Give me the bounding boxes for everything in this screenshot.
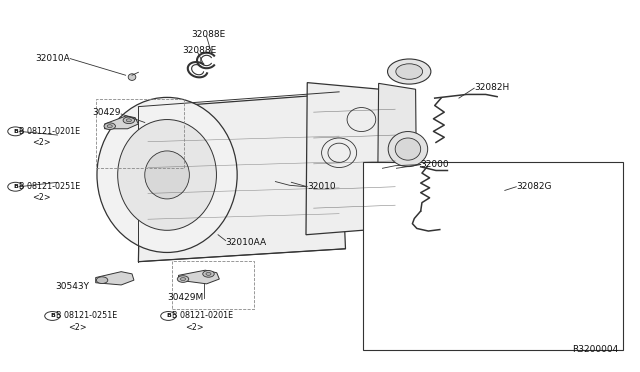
Text: <2>: <2>: [32, 138, 51, 147]
Ellipse shape: [128, 74, 136, 80]
Text: 32000: 32000: [420, 160, 449, 169]
Circle shape: [97, 277, 108, 283]
Bar: [364, 162, 623, 350]
Text: 30543Y: 30543Y: [55, 282, 90, 291]
Ellipse shape: [118, 119, 216, 230]
Circle shape: [203, 270, 214, 277]
Ellipse shape: [388, 59, 431, 84]
Text: 32082H: 32082H: [474, 83, 509, 92]
Circle shape: [104, 123, 115, 129]
Text: R3200004: R3200004: [572, 345, 618, 354]
Text: <2>: <2>: [185, 323, 204, 331]
Text: 32088E: 32088E: [191, 30, 226, 39]
Circle shape: [45, 311, 60, 320]
Circle shape: [126, 119, 131, 122]
Circle shape: [123, 117, 134, 124]
Text: B 08121-0251E: B 08121-0251E: [56, 311, 117, 320]
Text: <2>: <2>: [68, 323, 87, 331]
Polygon shape: [306, 83, 399, 235]
Circle shape: [107, 125, 112, 128]
Circle shape: [206, 272, 211, 275]
Polygon shape: [96, 272, 134, 285]
Polygon shape: [378, 83, 417, 227]
Polygon shape: [104, 116, 138, 129]
Text: B 08121-0201E: B 08121-0201E: [172, 311, 234, 320]
Text: B 08121-0251E: B 08121-0251E: [19, 182, 81, 191]
Circle shape: [161, 311, 176, 320]
Circle shape: [8, 127, 23, 136]
Text: 32010A: 32010A: [35, 54, 70, 63]
Text: 32010AA: 32010AA: [226, 238, 267, 247]
Text: 32010: 32010: [307, 182, 336, 191]
Text: B 08121-0201E: B 08121-0201E: [19, 127, 81, 136]
Circle shape: [8, 182, 23, 191]
Circle shape: [177, 276, 189, 282]
Ellipse shape: [395, 138, 420, 160]
Bar: [172, 261, 253, 309]
Text: 32082G: 32082G: [516, 182, 552, 191]
Text: <2>: <2>: [32, 193, 51, 202]
Circle shape: [180, 278, 186, 280]
Ellipse shape: [97, 97, 237, 253]
Text: B: B: [13, 184, 18, 189]
Ellipse shape: [145, 151, 189, 199]
Text: 30429: 30429: [93, 108, 121, 118]
Bar: [96, 99, 184, 168]
Text: 30429M: 30429M: [168, 293, 204, 302]
Polygon shape: [179, 270, 220, 284]
Ellipse shape: [388, 132, 428, 167]
Polygon shape: [138, 94, 346, 262]
Ellipse shape: [396, 64, 422, 79]
Text: B: B: [166, 314, 171, 318]
Text: 32088E: 32088E: [182, 46, 216, 55]
Text: B: B: [13, 129, 18, 134]
Text: B: B: [50, 314, 55, 318]
